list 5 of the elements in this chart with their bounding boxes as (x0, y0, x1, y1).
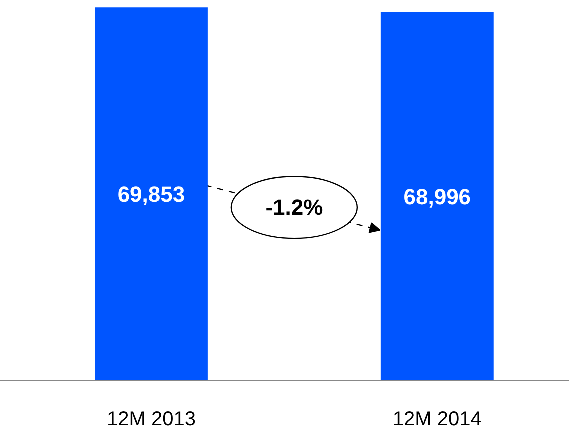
x-tick-label: 12M 2013 (106, 408, 196, 430)
annotation: -1.2% (266, 195, 324, 220)
data-label: 68,996 (404, 184, 472, 210)
data-label: 69,853 (118, 182, 186, 208)
x-tick-label: 12M 2014 (392, 408, 482, 430)
